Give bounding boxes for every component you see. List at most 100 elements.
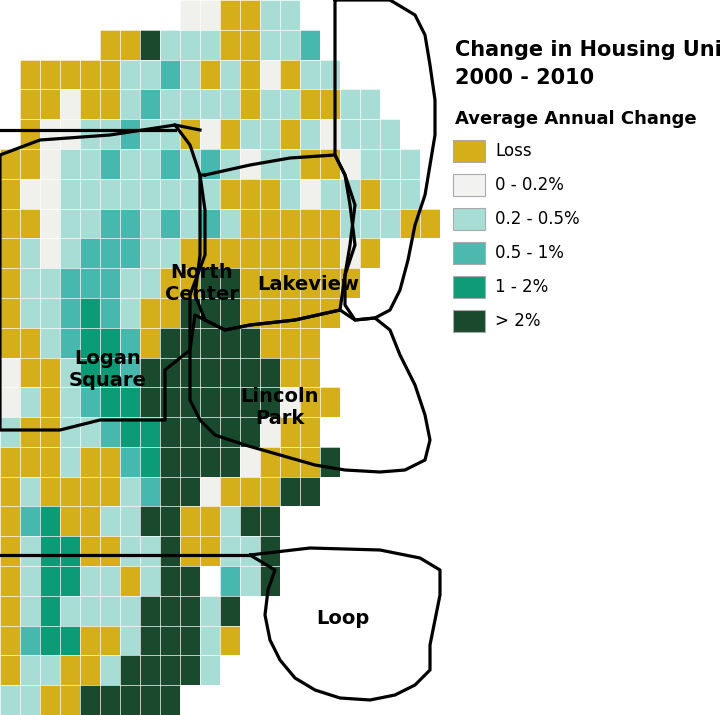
Bar bbox=[0, 626, 20, 656]
Bar bbox=[20, 447, 40, 477]
Bar bbox=[40, 268, 60, 298]
Bar bbox=[60, 447, 80, 477]
Bar bbox=[120, 656, 140, 685]
Bar bbox=[240, 59, 260, 89]
Bar bbox=[120, 327, 140, 358]
Bar bbox=[200, 626, 220, 656]
Bar bbox=[200, 477, 220, 506]
Bar bbox=[220, 89, 240, 119]
Bar bbox=[360, 89, 380, 119]
Bar bbox=[60, 327, 80, 358]
Bar bbox=[80, 596, 100, 626]
Bar bbox=[453, 208, 485, 230]
Bar bbox=[220, 298, 240, 327]
Bar bbox=[180, 59, 200, 89]
Bar bbox=[80, 179, 100, 209]
Bar bbox=[240, 209, 260, 238]
Bar bbox=[100, 536, 120, 566]
Bar bbox=[300, 477, 320, 506]
Text: 0 - 0.2%: 0 - 0.2% bbox=[495, 176, 564, 194]
Bar bbox=[300, 298, 320, 327]
Bar bbox=[200, 388, 220, 417]
Bar bbox=[240, 477, 260, 506]
Bar bbox=[120, 89, 140, 119]
Bar bbox=[400, 179, 420, 209]
Bar bbox=[220, 0, 240, 30]
Bar bbox=[300, 209, 320, 238]
Bar bbox=[40, 298, 60, 327]
Text: 1 - 2%: 1 - 2% bbox=[495, 278, 548, 296]
Bar bbox=[100, 119, 120, 149]
Bar bbox=[80, 388, 100, 417]
Bar bbox=[40, 388, 60, 417]
Text: Loop: Loop bbox=[316, 608, 369, 628]
Bar bbox=[160, 30, 180, 59]
Bar bbox=[20, 358, 40, 388]
Bar bbox=[240, 89, 260, 119]
Bar bbox=[60, 209, 80, 238]
Text: 2000 - 2010: 2000 - 2010 bbox=[455, 68, 594, 88]
Bar bbox=[140, 358, 160, 388]
Bar bbox=[220, 59, 240, 89]
Bar bbox=[280, 149, 300, 179]
Bar bbox=[260, 119, 280, 149]
Bar bbox=[60, 566, 80, 596]
Bar bbox=[320, 209, 340, 238]
Text: North
Center: North Center bbox=[165, 264, 239, 305]
Bar bbox=[0, 179, 20, 209]
Bar bbox=[340, 119, 360, 149]
Bar bbox=[120, 536, 140, 566]
Bar bbox=[260, 477, 280, 506]
Bar bbox=[260, 209, 280, 238]
Bar bbox=[80, 536, 100, 566]
Bar bbox=[280, 179, 300, 209]
Bar bbox=[140, 685, 160, 715]
Bar bbox=[453, 310, 485, 332]
Bar bbox=[40, 506, 60, 536]
Bar bbox=[200, 268, 220, 298]
Bar bbox=[120, 179, 140, 209]
Bar bbox=[40, 417, 60, 447]
Bar bbox=[160, 149, 180, 179]
Bar bbox=[400, 149, 420, 179]
Bar bbox=[300, 417, 320, 447]
Bar bbox=[20, 388, 40, 417]
Bar bbox=[180, 477, 200, 506]
Bar bbox=[40, 209, 60, 238]
Bar bbox=[220, 626, 240, 656]
Bar bbox=[100, 30, 120, 59]
Bar bbox=[120, 30, 140, 59]
Bar bbox=[60, 388, 80, 417]
Bar bbox=[380, 209, 400, 238]
Bar bbox=[80, 149, 100, 179]
Bar bbox=[280, 417, 300, 447]
Bar bbox=[160, 417, 180, 447]
Bar bbox=[200, 327, 220, 358]
Bar bbox=[40, 119, 60, 149]
Bar bbox=[260, 238, 280, 268]
Bar bbox=[0, 447, 20, 477]
Bar bbox=[200, 59, 220, 89]
Bar bbox=[100, 358, 120, 388]
Bar bbox=[320, 268, 340, 298]
Bar bbox=[40, 536, 60, 566]
Bar bbox=[280, 209, 300, 238]
Bar bbox=[60, 656, 80, 685]
Bar bbox=[260, 298, 280, 327]
Bar bbox=[300, 59, 320, 89]
Bar bbox=[140, 417, 160, 447]
Bar bbox=[40, 656, 60, 685]
Bar bbox=[120, 209, 140, 238]
Bar bbox=[100, 209, 120, 238]
Bar bbox=[140, 596, 160, 626]
Bar bbox=[0, 358, 20, 388]
Bar bbox=[200, 209, 220, 238]
Bar bbox=[340, 179, 360, 209]
Bar bbox=[360, 209, 380, 238]
Bar bbox=[20, 298, 40, 327]
Bar bbox=[100, 626, 120, 656]
Bar bbox=[180, 447, 200, 477]
Bar bbox=[120, 388, 140, 417]
Bar bbox=[260, 327, 280, 358]
Bar bbox=[180, 268, 200, 298]
